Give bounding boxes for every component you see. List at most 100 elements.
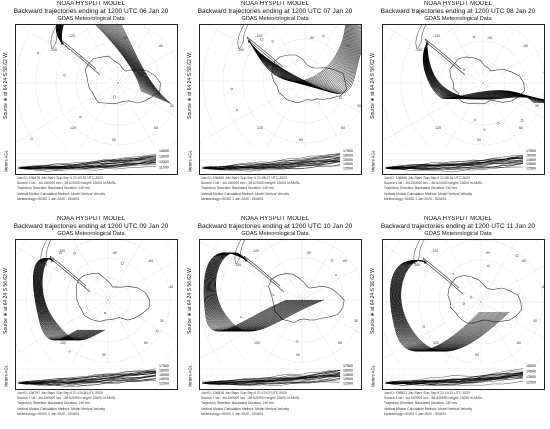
south-america-coast (234, 240, 246, 265)
trajectory-line (56, 25, 145, 93)
trajectory-line (396, 260, 497, 352)
latitude-circle (35, 25, 177, 149)
latitude-circle (383, 25, 544, 149)
panel-met: GDAS Meteorological Data (241, 16, 309, 22)
grid-label: 30 (357, 104, 361, 108)
antarctica-coastline (268, 273, 345, 323)
profile-line (384, 370, 524, 384)
grid-label: 120 (257, 126, 263, 130)
trajectory-line (56, 25, 147, 94)
island (271, 40, 274, 43)
trajectory-panel: NOAA HYSPLIT MODEL Backward trajectories … (184, 0, 366, 212)
footer-line: Source 1 lat.: -64.240000 lon.: -56.6200… (384, 396, 483, 401)
grid-label: -150 (40, 263, 47, 267)
meridian-line (107, 299, 146, 364)
ylabel: Meters AGL (1, 148, 11, 174)
ylabel-text: Meters AGL (187, 364, 193, 388)
island (63, 74, 66, 77)
trajectory-line (57, 25, 148, 95)
meridian-line (383, 82, 484, 141)
left-level-label: 13000 (19, 381, 29, 385)
source-star-icon: ★ (247, 39, 252, 45)
ylabel-text: Meters AGL (187, 149, 193, 173)
grid-label: -150 (237, 48, 244, 52)
latitude-circle (200, 142, 204, 149)
left-level-label: 13000 (203, 166, 213, 170)
island (487, 264, 490, 267)
ylabel: Meters AGL (185, 148, 195, 174)
trajectory-panel: NOAA HYSPLIT MODEL Backward trajectories … (184, 215, 366, 427)
footer-line: Trajectory Direction: Backward Duration:… (201, 186, 274, 191)
island (230, 87, 233, 91)
grid-label: -150 (50, 48, 57, 52)
panel-title: Backward trajectories ending at 1200 UTC… (197, 8, 353, 15)
profile-line (384, 163, 524, 171)
meridian-line (301, 299, 361, 335)
island (272, 293, 275, 296)
trajectory-line (37, 258, 92, 341)
height-profile: 13000 15500 14500 13500 12500 (382, 363, 545, 390)
profile-line (17, 161, 157, 169)
level-label: 13000 (159, 155, 169, 159)
south-america-coast (237, 25, 249, 50)
profile-line (384, 373, 524, 384)
profile-line (17, 375, 157, 384)
profile-line (384, 161, 524, 170)
source-star-icon: ★ (244, 258, 249, 264)
grid-label: -30 (541, 285, 544, 289)
trajectory-line (209, 252, 305, 332)
footer-line: Meteorology: 0000Z 1 Jan 2020 - GDAS1 (201, 196, 264, 201)
ylabel-text: Meters AGL (3, 364, 9, 388)
island (515, 254, 519, 258)
grid-label: -60 (521, 259, 526, 263)
trajectory-line (57, 25, 149, 95)
footer-line: Trajectory Direction: Backward Duration:… (384, 401, 457, 406)
trajectory-line (248, 25, 359, 88)
height-profile: 13000 17500 16000 15000 14000 12500 (15, 363, 178, 390)
source-text: Source ★ at 64.24 S 56.62 W (370, 268, 376, 334)
trajectory-line (61, 25, 170, 104)
trajectory-line (248, 40, 361, 94)
profile-line (384, 161, 524, 170)
level-label: 13500 (343, 377, 353, 381)
footer-line: Trajectory Direction: Backward Duration:… (201, 401, 274, 406)
trajectory-line (58, 25, 154, 97)
profile-line (17, 375, 157, 384)
profile-line (384, 156, 523, 169)
island (422, 325, 425, 328)
trajectory-line (41, 258, 105, 341)
island (520, 119, 524, 122)
panel-met: GDAS Meteorological Data (424, 231, 492, 237)
grid-label: 30 (170, 104, 174, 108)
grid-label: -60 (342, 259, 347, 263)
meridian-line (272, 25, 306, 82)
island (335, 274, 337, 276)
island (30, 137, 33, 140)
level-label: 17500 (159, 364, 169, 368)
island (322, 34, 325, 38)
latitude-circle (418, 240, 544, 364)
source-label: Source ★ at 64.24 S 56.62 W (368, 241, 378, 361)
level-label: 14000 (159, 149, 169, 153)
profile-line (384, 375, 524, 384)
island (462, 302, 465, 305)
level-label: 16000 (526, 153, 536, 157)
source-star-icon: ★ (423, 260, 428, 266)
profile-line (201, 376, 341, 384)
antarctica-coastline (449, 56, 525, 104)
grid-label: 60 (144, 341, 148, 345)
grid-label: 30 (160, 319, 164, 323)
grid-label: 30 (533, 319, 537, 323)
meridian-line (200, 80, 306, 142)
profile-line (201, 372, 341, 385)
ylabel-text: Meters AGL (370, 149, 376, 173)
footer-line: Source 1 lat.: -64.240000 lon.: -56.6200… (384, 181, 483, 186)
